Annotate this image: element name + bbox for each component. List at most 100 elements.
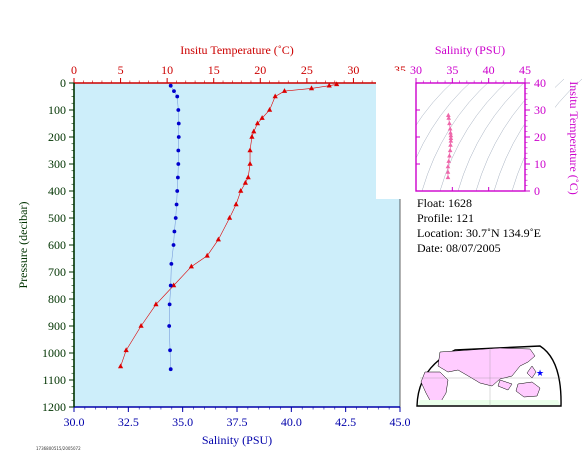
footer-code: 1736800515/2005072 (36, 446, 81, 451)
temperature-point (238, 188, 244, 193)
temperature-point (215, 236, 221, 242)
temperature-point (326, 82, 332, 88)
temperature-point (188, 263, 194, 269)
salinity-point (168, 83, 173, 88)
salinity-tick-label: 40.0 (281, 415, 302, 429)
pressure-tick-label: 1000 (42, 346, 66, 360)
temperature-tick-label: 30 (347, 63, 359, 77)
temperature-point (249, 134, 255, 139)
density-contour (457, 78, 529, 192)
salinity-point (171, 243, 176, 247)
profile-label: Profile: 121 (417, 211, 474, 225)
temperature-point (267, 107, 273, 112)
main-series (117, 81, 340, 372)
ts-salinity-axis-title: Salinity (PSU) (435, 43, 505, 57)
temperature-point (153, 301, 159, 307)
ts-temperature-tick-label: 30 (534, 103, 546, 117)
main-plot-area (74, 83, 400, 407)
temperature-tick-label: 20 (254, 63, 266, 77)
ts-salinity-tick-label: 30 (410, 63, 422, 77)
salinity-point (173, 216, 178, 220)
ts-point (447, 147, 453, 153)
salinity-point (167, 302, 172, 307)
ts-point (447, 126, 453, 131)
pressure-tick-label: 0 (60, 76, 66, 90)
ts-series (445, 112, 454, 180)
temperature-point (251, 128, 257, 134)
salinity-point (172, 89, 176, 93)
pressure-tick-label: 300 (48, 157, 66, 171)
salinity-point (176, 108, 181, 112)
salinity-point (176, 121, 181, 126)
map-land-australia (515, 381, 541, 398)
salinity-profile-line (168, 85, 180, 370)
temperature-tick-label: 10 (161, 63, 173, 77)
ts-salinity-tick-label: 40 (483, 63, 495, 77)
ts-temperature-tick-label: 40 (534, 76, 546, 90)
pressure-axis-title: Pressure (decibar) (16, 202, 30, 289)
pressure-tick-label: 100 (48, 103, 66, 117)
pressure-tick-label: 400 (48, 184, 66, 198)
salinity-point (169, 262, 174, 266)
temperature-tick-label: 0 (71, 63, 77, 77)
temperature-point (247, 147, 253, 153)
temperature-point (272, 93, 278, 99)
salinity-point (176, 162, 181, 166)
pressure-tick-label: 700 (48, 265, 66, 279)
inset-mask-top (416, 71, 525, 83)
salinity-tick-label: 45.0 (390, 415, 411, 429)
temperature-point (281, 88, 288, 93)
temperature-point (138, 323, 144, 328)
salinity-point (168, 367, 173, 372)
temperature-point (308, 85, 315, 91)
map-land-antarctica (418, 400, 560, 405)
temperature-point (259, 115, 265, 120)
ts-point (448, 142, 453, 147)
ts-point (446, 158, 451, 163)
temperature-tick-label: 25 (301, 63, 313, 77)
salinity-point (175, 94, 180, 99)
salinity-point (176, 148, 181, 153)
date-label: Date: 08/07/2005 (417, 241, 501, 255)
pressure-tick-label: 500 (48, 211, 66, 225)
pressure-tick-label: 600 (48, 238, 66, 252)
temperature-tick-label: 5 (118, 63, 124, 77)
temperature-point (117, 363, 124, 369)
map-land-southeast-asia (497, 379, 513, 391)
ts-point (447, 153, 452, 158)
ts-temperature-tick-label: 10 (534, 157, 546, 171)
inset-mask-right (525, 71, 555, 199)
ts-point (445, 174, 451, 180)
ts-salinity-tick-label: 45 (519, 63, 531, 77)
pressure-tick-label: 1100 (42, 373, 66, 387)
pressure-tick-label: 800 (48, 292, 66, 306)
salinity-point (168, 348, 172, 353)
ts-point (447, 120, 452, 126)
salinity-tick-label: 32.5 (118, 415, 139, 429)
temperature-point (242, 179, 248, 185)
temperature-point (233, 201, 239, 207)
inset-mask-left (376, 71, 416, 199)
float-label: Float: 1628 (417, 196, 473, 210)
density-contour (439, 78, 511, 192)
salinity-axis-title: Salinity (PSU) (202, 433, 272, 447)
salinity-tick-label: 37.5 (227, 415, 248, 429)
salinity-point (175, 175, 180, 180)
ts-point (445, 169, 451, 174)
world-map-inset: ★ (416, 345, 562, 407)
salinity-point (168, 283, 173, 288)
ts-temperature-tick-label: 20 (534, 130, 546, 144)
ts-point (448, 130, 453, 135)
pressure-tick-label: 900 (48, 319, 66, 333)
temperature-point (226, 215, 233, 220)
salinity-tick-label: 42.5 (335, 415, 356, 429)
ts-temperature-axis-title: Insitu Temperature (˚C) (567, 81, 581, 195)
ts-point (446, 115, 451, 120)
ts-point (445, 164, 451, 169)
map-land-asia (437, 347, 536, 387)
float-location-marker: ★ (536, 369, 544, 379)
temperature-point (123, 347, 129, 353)
salinity-point (176, 135, 181, 139)
ts-point (448, 133, 454, 138)
